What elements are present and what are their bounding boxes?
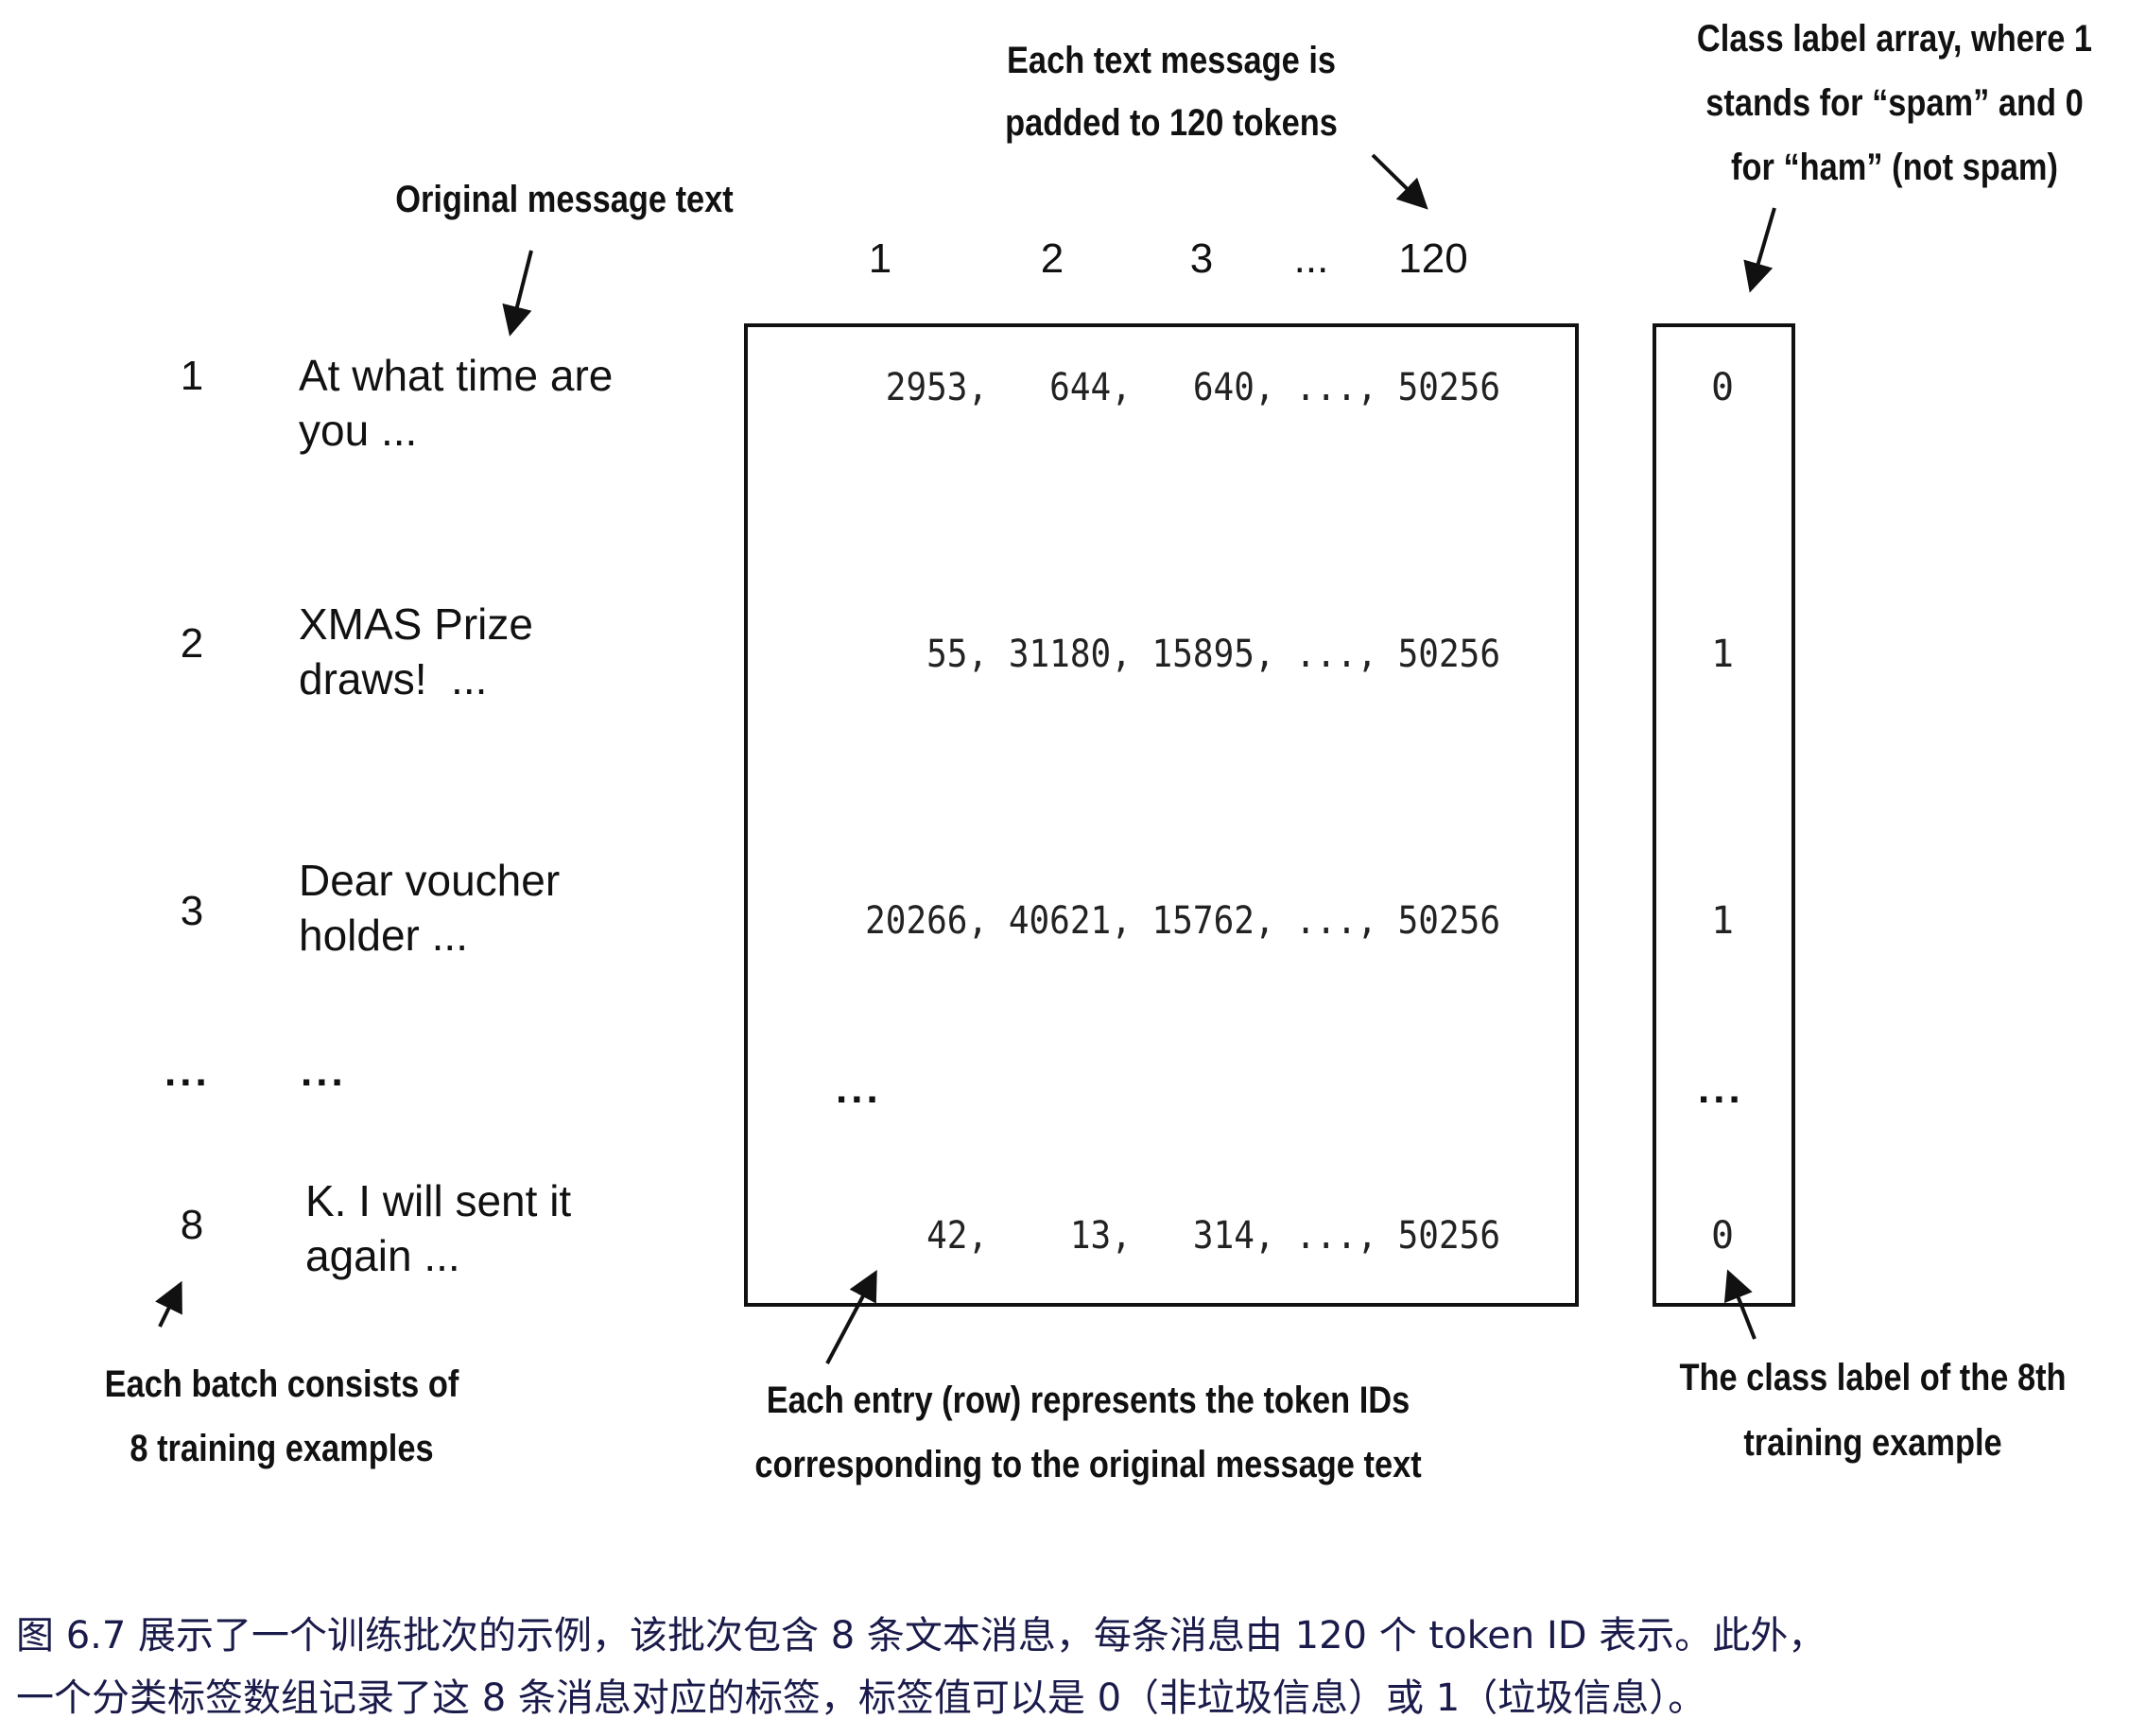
token-row: 20266, 40621, 15762, ..., 50256: [865, 899, 1500, 943]
row-index-ellipsis: ...: [164, 1049, 211, 1095]
column-header: 2: [1040, 235, 1064, 282]
column-header: 3: [1189, 235, 1214, 282]
token-row: 2953, 644, 640, ..., 50256: [885, 366, 1500, 409]
message-line: Dear voucher: [299, 856, 561, 905]
class-label: 1: [1710, 633, 1735, 676]
column-header: 1: [868, 235, 892, 282]
annotation-batch: Each batch consists of: [104, 1363, 459, 1405]
arrow-batch: [155, 1280, 182, 1328]
arrow-padded: [1371, 153, 1428, 210]
message-ellipsis: ...: [301, 1049, 347, 1095]
token-row: 42, 13, 314, ..., 50256: [926, 1214, 1500, 1258]
token-matrix-box: [744, 323, 1579, 1307]
column-header: ...: [1293, 235, 1329, 282]
message-text: Dear voucher holder ...: [299, 853, 560, 963]
class-label: 0: [1710, 1214, 1735, 1258]
arrow-entry: [825, 1269, 877, 1364]
annotation-eighth-label: The class label of the 8th: [1679, 1357, 2067, 1398]
arrow-original: [502, 250, 533, 337]
message-line: you ...: [299, 406, 418, 455]
class-label: 1: [1710, 899, 1735, 943]
annotation-entry: corresponding to the original message te…: [754, 1444, 1422, 1485]
annotation-class-array: for “ham” (not spam): [1731, 147, 2058, 188]
token-ellipsis: ...: [836, 1066, 882, 1112]
figure-caption: 图 6.7 展示了一个训练批次的示例，该批次包含 8 条文本消息，每条消息由 1…: [16, 1614, 1826, 1658]
message-text: At what time are you ...: [299, 348, 613, 458]
message-line: holder ...: [299, 911, 468, 960]
annotation-padded: padded to 120 tokens: [1005, 102, 1338, 144]
row-index: 3: [180, 888, 204, 934]
message-line: At what time are: [299, 351, 614, 400]
message-text: XMAS Prize draws! ...: [299, 597, 533, 706]
row-index: 1: [180, 353, 204, 399]
label-ellipsis: ...: [1698, 1066, 1744, 1112]
annotation-original: Original message text: [395, 179, 734, 220]
message-text: K. I will sent it again ...: [305, 1173, 571, 1283]
arrow-class-array: [1743, 207, 1776, 293]
class-label: 0: [1710, 366, 1735, 409]
token-row: 55, 31180, 15895, ..., 50256: [926, 633, 1500, 676]
message-line: again ...: [305, 1231, 460, 1280]
annotation-batch: 8 training examples: [130, 1428, 434, 1469]
label-array-box: [1653, 323, 1795, 1307]
message-line: XMAS Prize: [299, 599, 533, 649]
annotation-eighth-label: training example: [1743, 1422, 2002, 1464]
figure-caption: 一个分类标签数组记录了这 8 条消息对应的标签，标签值可以是 0（非垃圾信息）或…: [16, 1676, 1706, 1720]
row-index: 2: [180, 620, 204, 667]
annotation-padded: Each text message is: [1006, 40, 1337, 81]
annotation-entry: Each entry (row) represents the token ID…: [766, 1380, 1410, 1421]
message-line: draws! ...: [299, 654, 488, 703]
row-index: 8: [180, 1202, 204, 1248]
arrow-eighth-label: [1723, 1269, 1757, 1340]
message-line: K. I will sent it: [305, 1176, 572, 1225]
annotation-class-array: Class label array, where 1: [1696, 18, 2093, 60]
column-header: 120: [1398, 235, 1468, 282]
annotation-class-array: stands for “spam” and 0: [1705, 82, 2084, 124]
